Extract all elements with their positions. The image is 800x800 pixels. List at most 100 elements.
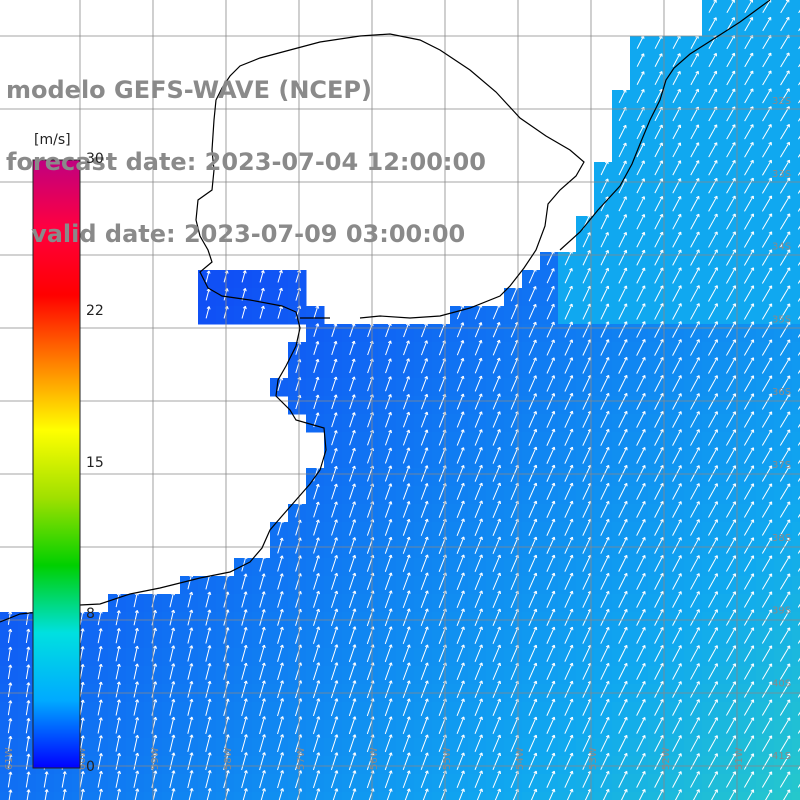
wind-arrow xyxy=(474,770,483,789)
wind-arrow xyxy=(402,501,411,518)
wind-arrow xyxy=(672,609,682,626)
wind-arrow xyxy=(779,267,791,284)
wind-arrow xyxy=(402,554,411,572)
wind-arrow xyxy=(762,88,772,104)
wind-arrow xyxy=(654,483,664,500)
wind-arrow xyxy=(600,428,610,446)
wind-arrow xyxy=(743,303,755,320)
wind-arrow xyxy=(761,483,773,500)
wind-arrow xyxy=(708,429,718,446)
lon-label: 54W xyxy=(515,747,526,770)
wind-arrow xyxy=(348,554,357,572)
wind-arrow xyxy=(654,735,664,752)
wind-arrow xyxy=(636,590,646,608)
wind-arrow xyxy=(115,610,121,626)
wind-arrow xyxy=(187,752,194,771)
wind-arrow xyxy=(600,464,610,482)
wind-arrow xyxy=(350,788,357,800)
wind-arrow xyxy=(349,322,356,338)
wind-arrow xyxy=(744,88,754,104)
wind-arrow xyxy=(7,735,13,752)
wind-arrow xyxy=(708,285,718,302)
wind-arrow xyxy=(205,627,212,644)
wind-arrow xyxy=(779,213,791,230)
wind-arrow xyxy=(636,626,646,644)
wind-arrow xyxy=(474,536,483,555)
wind-arrow xyxy=(690,375,700,392)
wind-arrow xyxy=(528,644,538,662)
wind-arrow xyxy=(672,681,682,698)
wind-arrow xyxy=(779,771,791,788)
wind-arrow xyxy=(708,465,718,482)
wind-arrow xyxy=(743,753,755,770)
wind-arrow xyxy=(654,627,664,644)
wind-arrow xyxy=(420,752,429,771)
wind-arrow xyxy=(726,627,737,644)
wind-arrow xyxy=(151,663,158,680)
wind-arrow xyxy=(744,177,754,194)
wind-arrow xyxy=(743,645,755,662)
wind-arrow xyxy=(259,644,266,662)
wind-arrow xyxy=(600,178,609,194)
wind-arrow xyxy=(708,501,718,518)
wind-cell xyxy=(792,162,800,181)
wind-arrow xyxy=(528,662,538,680)
wind-cell xyxy=(792,0,800,19)
wind-arrow xyxy=(205,680,212,698)
wind-arrow xyxy=(600,770,610,788)
wind-cell xyxy=(576,792,595,800)
wind-arrow xyxy=(636,518,646,536)
wind-arrow xyxy=(456,340,465,356)
wind-arrow xyxy=(761,303,773,320)
wind-arrow xyxy=(761,177,773,194)
wind-arrow xyxy=(618,124,627,140)
wind-arrow xyxy=(97,663,103,680)
wind-arrow xyxy=(259,573,266,590)
wind-arrow xyxy=(654,771,664,788)
wind-arrow xyxy=(259,680,266,699)
wind-arrow xyxy=(133,752,140,770)
wind-arrow xyxy=(474,357,483,374)
wind-arrow xyxy=(528,770,538,788)
wind-cell xyxy=(792,630,800,649)
wind-arrow xyxy=(690,771,700,788)
wind-arrow xyxy=(654,285,664,302)
wind-arrow xyxy=(582,285,592,302)
wind-arrow xyxy=(492,752,502,770)
wind-arrow xyxy=(169,609,176,626)
wind-arrow xyxy=(79,646,85,662)
wind-arrow xyxy=(743,537,755,554)
wind-arrow xyxy=(187,680,194,698)
wind-arrow xyxy=(636,178,646,194)
wind-arrow xyxy=(97,753,103,770)
wind-arrow xyxy=(600,374,610,392)
wind-arrow xyxy=(384,644,393,663)
wind-arrow xyxy=(133,627,139,644)
wind-arrow xyxy=(672,735,682,752)
wind-arrow xyxy=(726,375,737,392)
wind-arrow xyxy=(654,429,664,446)
wind-cell xyxy=(792,558,800,577)
wind-arrow xyxy=(690,88,700,104)
wind-cell xyxy=(792,540,800,559)
wind-arrow xyxy=(331,394,338,410)
wind-arrow xyxy=(474,590,483,609)
wind-arrow xyxy=(761,285,773,302)
wind-arrow xyxy=(492,644,502,662)
wind-arrow xyxy=(313,341,320,355)
wind-arrow xyxy=(726,177,736,194)
wind-arrow xyxy=(672,357,682,374)
latitude-labels: 32S 33S 34S 35S 36S 37S 38S 39S 40S 41S xyxy=(772,96,791,762)
wind-arrow xyxy=(384,716,393,735)
wind-arrow xyxy=(672,663,682,680)
wind-arrow xyxy=(708,717,718,734)
wind-cell xyxy=(792,36,800,55)
wind-arrow xyxy=(242,788,248,800)
wind-arrow xyxy=(331,412,338,428)
colorbar-unit: [m/s] xyxy=(34,132,71,148)
wind-arrow xyxy=(636,446,646,464)
wind-cell xyxy=(792,54,800,73)
wind-arrow xyxy=(779,411,791,428)
wind-arrow xyxy=(492,680,502,698)
wind-arrow xyxy=(312,680,321,699)
